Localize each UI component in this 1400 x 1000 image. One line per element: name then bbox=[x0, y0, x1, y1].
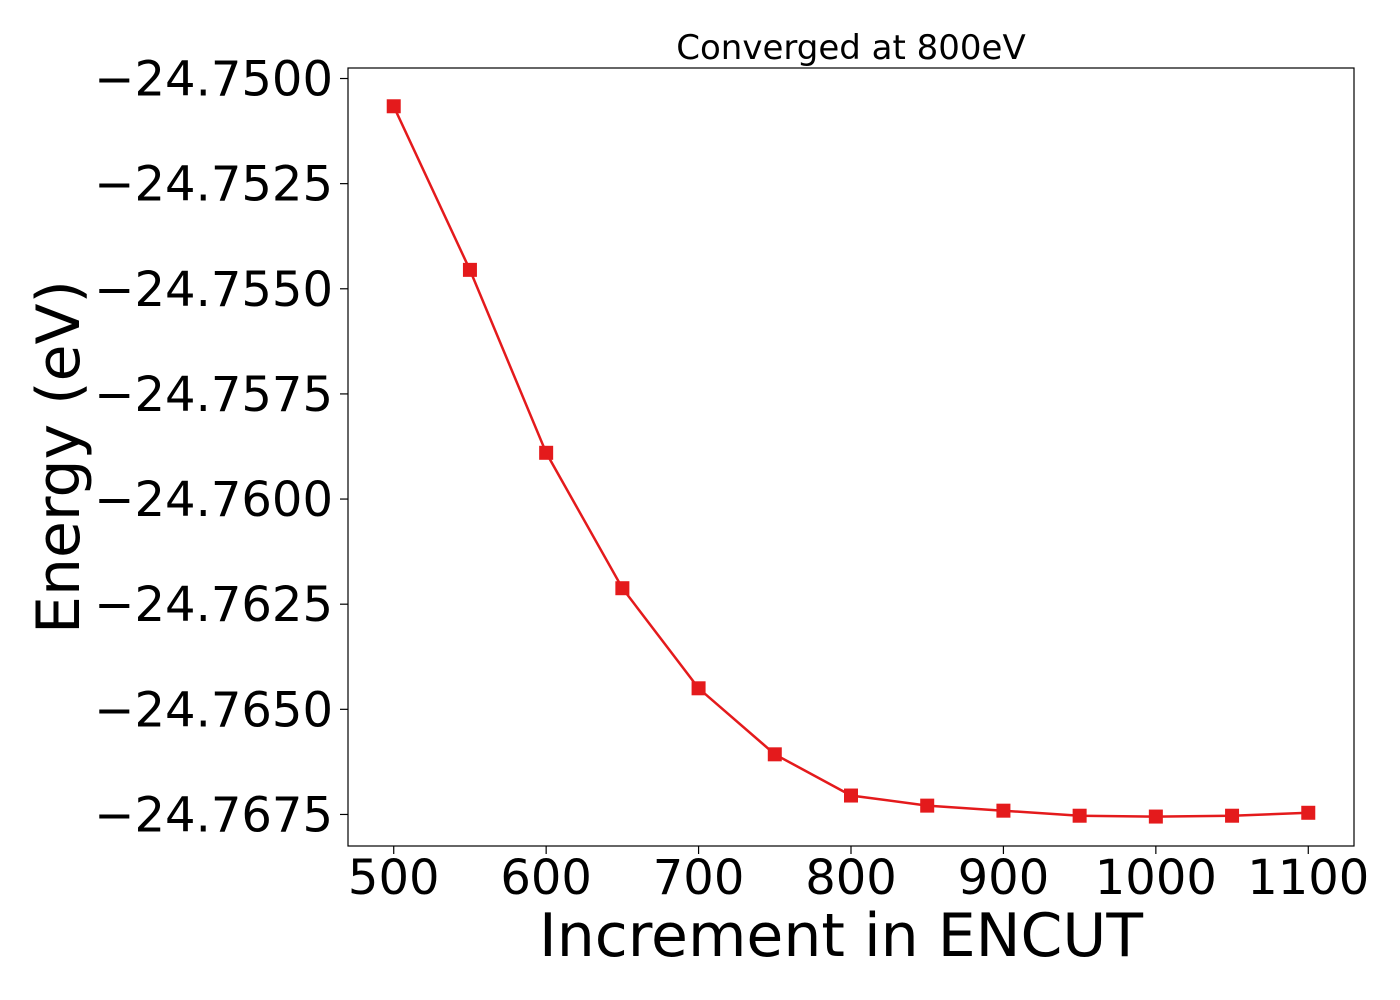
y-tick-label: −24.7675 bbox=[94, 787, 333, 843]
y-axis-label: Energy (eV) bbox=[24, 280, 94, 634]
y-tick-label: −24.7575 bbox=[94, 367, 333, 423]
x-tick-label: 800 bbox=[805, 850, 897, 906]
plot-area-frame bbox=[347, 67, 1355, 847]
y-tick-label: −24.7550 bbox=[94, 262, 333, 318]
data-point-marker bbox=[1148, 809, 1163, 824]
y-tick-label: −24.7625 bbox=[94, 577, 333, 633]
data-point-marker bbox=[1225, 808, 1240, 823]
x-axis-label: Increment in ENCUT bbox=[539, 901, 1143, 971]
data-point-marker bbox=[844, 788, 858, 803]
data-point-marker bbox=[920, 798, 935, 813]
data-point-marker bbox=[996, 803, 1011, 818]
x-tick-label: 1000 bbox=[1095, 850, 1217, 906]
x-tick-label: 900 bbox=[958, 850, 1050, 906]
x-tick-label: 1100 bbox=[1247, 850, 1369, 906]
y-axis-ticks: −24.7500 −24.7525 −24.7550 −24.7575 −24.7600… bbox=[94, 52, 348, 843]
y-tick-label: −24.7650 bbox=[94, 682, 333, 738]
series-line bbox=[392, 105, 1309, 818]
data-point-marker bbox=[767, 747, 782, 762]
data-point-marker bbox=[1301, 805, 1316, 820]
data-point-marker bbox=[1072, 808, 1087, 823]
y-tick-label: −24.7525 bbox=[94, 157, 333, 213]
data-point-marker bbox=[615, 581, 630, 596]
x-tick-label: 500 bbox=[348, 850, 440, 906]
data-point-marker bbox=[691, 681, 706, 696]
x-axis-ticks: 500 600 700 800 900 1000 1100 bbox=[348, 846, 1369, 906]
chart-title: Converged at 800eV bbox=[676, 28, 1025, 68]
x-tick-label: 700 bbox=[653, 850, 745, 906]
y-tick-label: −24.7500 bbox=[94, 52, 333, 108]
x-tick-label: 600 bbox=[500, 850, 592, 906]
data-point-marker bbox=[386, 99, 401, 114]
series-layer bbox=[386, 99, 1316, 824]
data-point-marker bbox=[462, 262, 477, 277]
data-point-marker bbox=[539, 445, 554, 460]
y-tick-label: −24.7600 bbox=[94, 472, 333, 528]
